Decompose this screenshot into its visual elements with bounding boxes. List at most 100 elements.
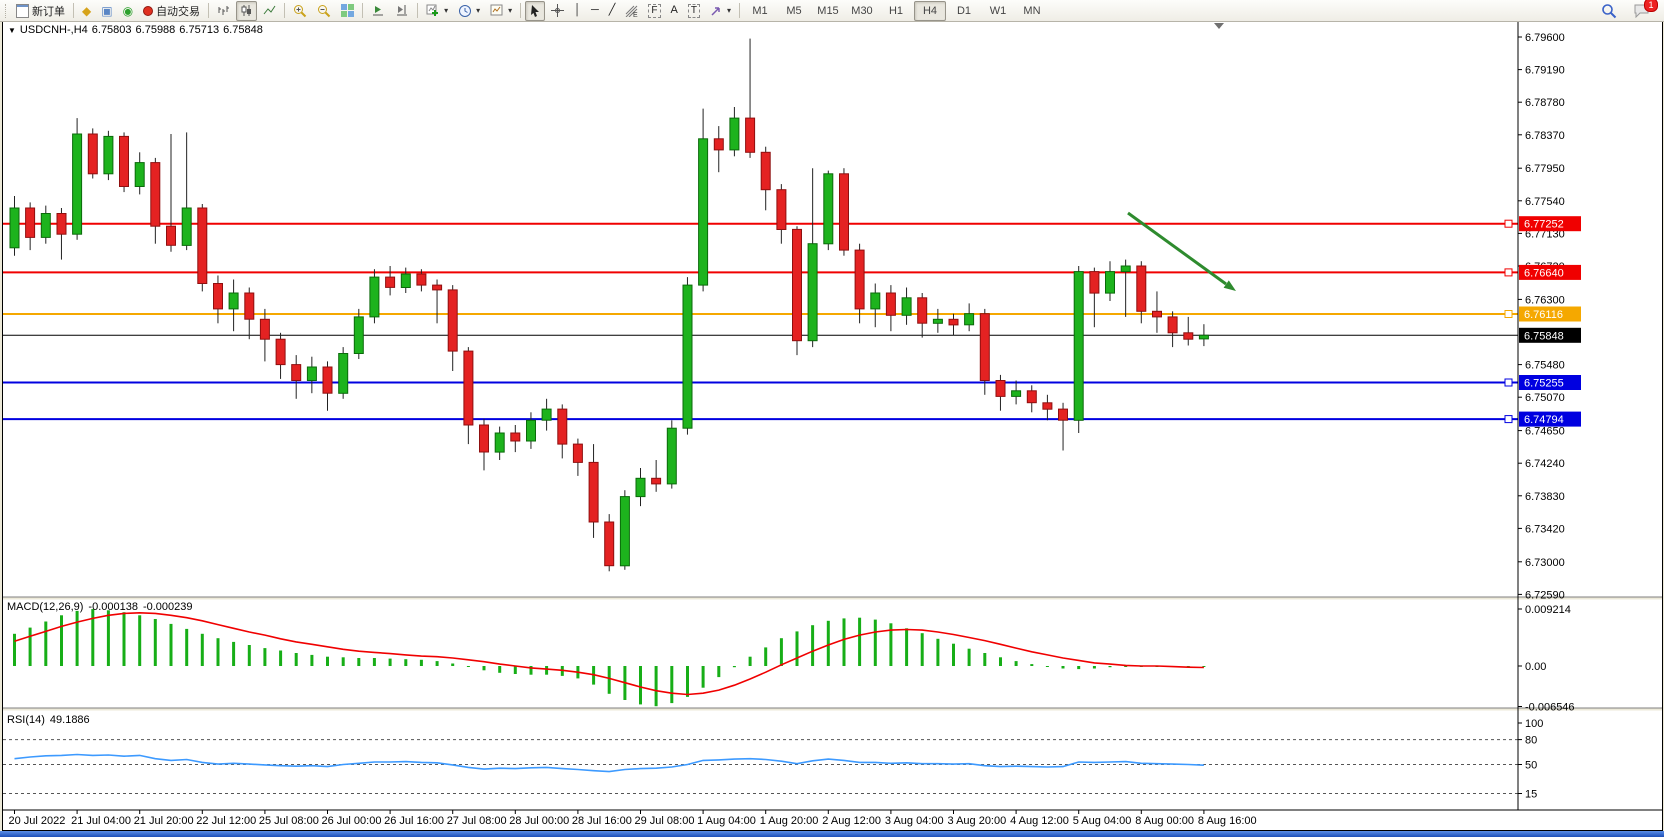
timeframe-d1-button[interactable]: D1 (956, 4, 972, 17)
tile-windows-icon (341, 4, 355, 17)
templates-button[interactable]: ▾ (486, 1, 516, 21)
svg-text:6.72590: 6.72590 (1525, 589, 1565, 601)
autotrading-button[interactable]: 自动交易 (139, 1, 204, 21)
chart-title: ▼ USDCNH-,H4 6.75803 6.75988 6.75713 6.75848 (8, 24, 267, 36)
rsi-value: 49.1886 (49, 714, 90, 726)
new-order-button[interactable]: 新订单 (12, 1, 69, 21)
vertical-line-button[interactable]: │ (570, 1, 585, 21)
svg-text:1 Aug 20:00: 1 Aug 20:00 (760, 815, 819, 827)
separator (73, 3, 74, 18)
timeframe-h1-button[interactable]: H1 (888, 4, 904, 17)
profiles-button[interactable]: ◆ (78, 1, 95, 21)
current-price-tag: 6.75848 (1519, 327, 1581, 343)
timeframe-m1-button[interactable]: M1 (752, 4, 768, 17)
dropdown-caret-icon: ▾ (476, 6, 481, 15)
svg-text:6.74794: 6.74794 (1524, 414, 1564, 426)
auto-scroll-button[interactable] (367, 1, 389, 21)
notifications-button[interactable]: 1 (1629, 0, 1658, 21)
separator (362, 3, 364, 18)
svg-text:100: 100 (1525, 718, 1543, 730)
rsi-levels (3, 739, 1518, 795)
line-chart-button[interactable] (259, 1, 280, 21)
macd-signal-value: -0.000239 (142, 601, 193, 613)
svg-text:6.75848: 6.75848 (1524, 330, 1564, 342)
new-order-label: 新订单 (32, 5, 65, 18)
crosshair-button[interactable] (547, 1, 568, 21)
dropdown-caret-icon: ▾ (726, 6, 731, 15)
timeframe-w1-button[interactable]: W1 (989, 4, 1007, 17)
line-chart-icon (263, 5, 276, 15)
price-tag: 6.74794 (1519, 411, 1581, 427)
svg-text:6.79600: 6.79600 (1525, 32, 1565, 44)
candles-chart-button[interactable] (236, 0, 258, 21)
fibonacci-button[interactable]: E (621, 1, 642, 21)
svg-text:0.009214: 0.009214 (1525, 604, 1571, 616)
one-click-trading-toggle[interactable]: ▼ (8, 26, 16, 35)
svg-text:6.73830: 6.73830 (1525, 491, 1565, 503)
timeframe-m15-button[interactable]: M15 (817, 4, 839, 17)
text-button[interactable]: A (667, 1, 682, 21)
timeframe-mn-button[interactable]: MN (1023, 4, 1041, 17)
rsi-line (14, 753, 1204, 773)
line-handle[interactable] (1504, 415, 1513, 424)
search-button[interactable] (1597, 1, 1621, 21)
terminal-button[interactable]: ▣ (97, 1, 116, 21)
indicators-button[interactable]: ▾ (422, 1, 452, 21)
svg-text:8 Aug 16:00: 8 Aug 16:00 (1198, 815, 1257, 827)
horizontal-line-button[interactable]: ─ (587, 1, 603, 21)
tile-windows-button[interactable] (337, 1, 358, 21)
chart-shift-icon (397, 5, 408, 16)
line-handle[interactable] (1504, 310, 1513, 318)
search-icon (1602, 3, 1617, 18)
zoom-in-button[interactable] (289, 1, 311, 21)
line-handle[interactable] (1504, 219, 1513, 228)
bars-chart-icon (218, 6, 230, 15)
macd-signal-line (14, 611, 1204, 696)
periods-button[interactable]: ▾ (454, 1, 484, 21)
crosshair-icon (551, 4, 565, 17)
svg-text:6.79190: 6.79190 (1525, 65, 1565, 77)
toolbar-grip[interactable] (5, 3, 9, 18)
svg-text:21 Jul 20:00: 21 Jul 20:00 (134, 815, 194, 827)
timeframe-h4-button[interactable]: H4 (913, 0, 946, 21)
svg-text:6.74240: 6.74240 (1525, 458, 1565, 470)
bars-chart-button[interactable] (213, 1, 234, 21)
cursor-icon (531, 5, 540, 17)
chart-shift-button[interactable] (391, 1, 413, 21)
trend-arrow[interactable] (1127, 211, 1236, 291)
autotrading-status-icon (143, 5, 154, 16)
svg-text:6.77950: 6.77950 (1525, 163, 1565, 175)
svg-text:28 Jul 00:00: 28 Jul 00:00 (509, 815, 569, 827)
trendline-button[interactable]: ╱ (605, 1, 620, 21)
zoom-out-button[interactable] (313, 1, 335, 21)
line-handle[interactable] (1504, 378, 1513, 387)
cursor-button[interactable] (525, 0, 546, 21)
strategy-tester-button[interactable]: ◉ (119, 1, 137, 21)
separator (738, 3, 740, 18)
price-chart[interactable]: 6.79600 6.79190 6.78780 6.78370 6.77950 6.775… (3, 22, 1663, 831)
svg-text:E: E (633, 12, 638, 17)
channel-icon: F (648, 3, 661, 18)
svg-text:8 Aug 00:00: 8 Aug 00:00 (1135, 815, 1194, 827)
svg-text:5 Aug 04:00: 5 Aug 04:00 (1073, 815, 1132, 827)
terminal-icon: ▣ (101, 3, 113, 18)
arrows-button[interactable]: ▾ (706, 1, 735, 21)
macd-histogram (13, 609, 1206, 707)
text-label-button[interactable]: T (684, 1, 704, 21)
auto-scroll-icon (373, 6, 384, 16)
channel-button[interactable]: F (644, 1, 664, 21)
timeframe-m30-button[interactable]: M30 (851, 4, 873, 17)
pane-separator[interactable] (3, 597, 1663, 600)
svg-text:28 Jul 16:00: 28 Jul 16:00 (572, 815, 632, 827)
high-value: 6.75988 (135, 24, 176, 36)
dropdown-caret-icon: ▾ (444, 6, 449, 15)
line-handle[interactable] (1504, 268, 1513, 277)
svg-text:2 Aug 12:00: 2 Aug 12:00 (822, 815, 881, 827)
timeframe-m5-button[interactable]: M5 (786, 4, 802, 17)
separator (284, 3, 286, 18)
pane-separator[interactable] (3, 708, 1663, 711)
taskbar-edge (0, 831, 1664, 837)
text-icon: A (670, 4, 678, 16)
chart-shift-marker[interactable] (1214, 23, 1224, 29)
